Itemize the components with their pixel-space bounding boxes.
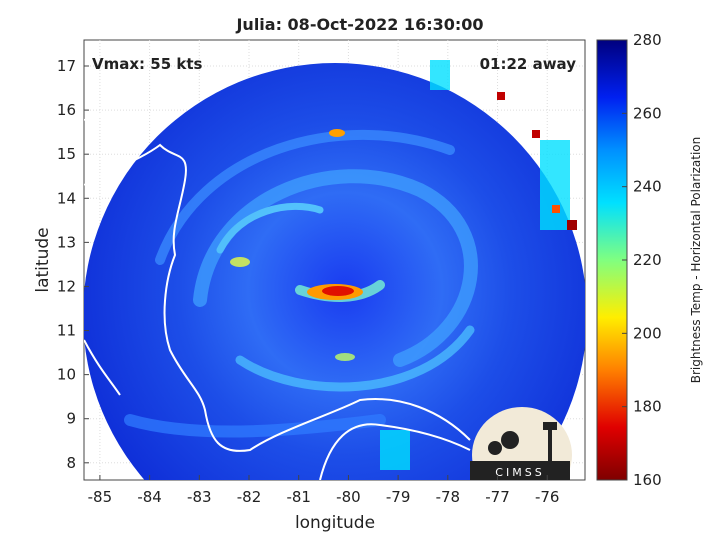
logo-text: CIMSS: [495, 466, 544, 479]
y-tick-label: 14: [57, 189, 76, 207]
x-tick-label: -80: [336, 488, 361, 506]
y-tick-label: 8: [66, 454, 76, 472]
colorbar-tick-label: 240: [633, 178, 662, 196]
y-tick-label: 13: [57, 233, 76, 251]
y-tick-label: 11: [57, 322, 76, 340]
y-tick-label: 9: [66, 410, 76, 428]
x-tick-label: -81: [286, 488, 311, 506]
colorbar-tick-label: 220: [633, 251, 662, 269]
x-tick-label: -76: [535, 488, 560, 506]
colorbar-label: Brightness Temp - Horizontal Polarizatio…: [689, 137, 703, 384]
y-tick-label: 12: [57, 277, 76, 295]
colorbar-tick-label: 260: [633, 104, 662, 122]
annotation-vmax: Vmax: 55 kts: [92, 55, 202, 73]
x-tick-label: -82: [237, 488, 262, 506]
y-tick-label: 16: [57, 101, 76, 119]
x-axis-label: longitude: [295, 513, 375, 533]
logo: CIMSS: [470, 407, 572, 480]
x-tick-label: -78: [436, 488, 461, 506]
x-tick-label: -83: [187, 488, 212, 506]
x-tick-label: -85: [88, 488, 113, 506]
colorbar-tick-label: 200: [633, 324, 662, 342]
y-axis-label: latitude: [33, 227, 53, 292]
colorbar-tick-label: 280: [633, 31, 662, 49]
satellite-image: [84, 60, 585, 480]
annotation-away: 01:22 away: [480, 55, 577, 73]
title: Julia: 08-Oct-2022 16:30:00: [235, 15, 483, 34]
colorbar-tick-label: 160: [633, 471, 662, 489]
x-tick-label: -79: [386, 488, 411, 506]
colorbar-tick-label: 180: [633, 398, 662, 416]
x-tick-label: -84: [137, 488, 162, 506]
y-tick-label: 17: [57, 57, 76, 75]
x-tick-label: -77: [485, 488, 510, 506]
y-tick-label: 10: [57, 366, 76, 384]
y-tick-label: 15: [57, 145, 76, 163]
